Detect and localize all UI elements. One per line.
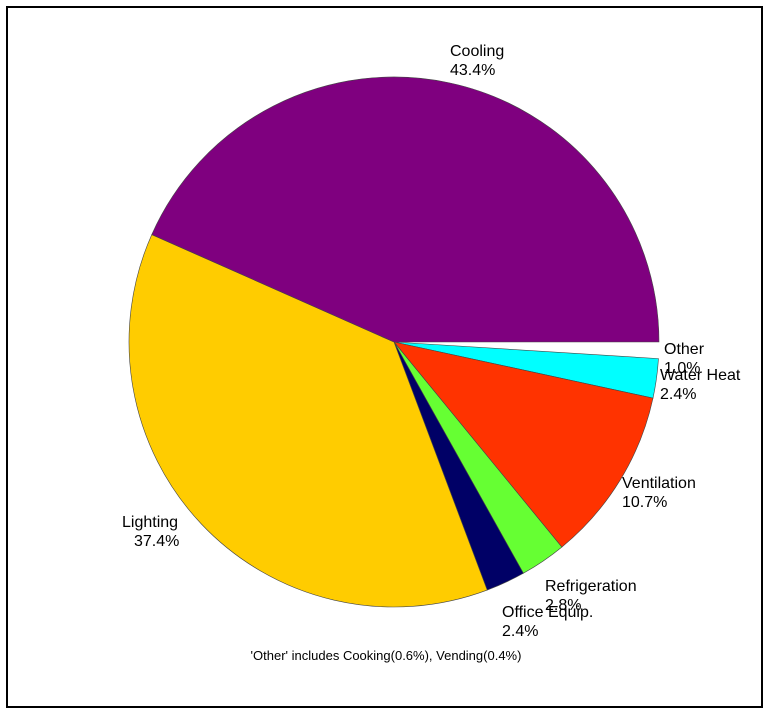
slice-label-lighting: Lighting xyxy=(122,514,178,531)
slice-label-office-equip: Office Equip. xyxy=(502,604,593,621)
slice-label-cooling: Cooling xyxy=(450,43,504,60)
slice-value-office-equip: 2.4% xyxy=(502,623,538,640)
slice-label-ventilation: Ventilation xyxy=(622,475,696,492)
footnote: 'Other' includes Cooking(0.6%), Vending(… xyxy=(250,648,522,663)
slice-value-water-heat: 2.4% xyxy=(660,386,696,403)
slice-value-other: 1.0% xyxy=(664,360,700,377)
slice-value-refrigeration: 2.8% xyxy=(545,597,581,614)
pie-slice-ventilation xyxy=(393,341,654,548)
slice-value-cooling: 43.4% xyxy=(450,62,495,79)
slice-value-ventilation: 10.7% xyxy=(622,494,667,511)
pie-slice-cooling xyxy=(151,76,660,343)
pie-slice-lighting xyxy=(128,234,488,608)
slice-label-refrigeration: Refrigeration xyxy=(545,578,637,595)
slice-label-water-heat: Water Heat xyxy=(660,367,741,384)
slice-label-other: Other xyxy=(664,341,705,358)
slice-value-lighting: 37.4% xyxy=(134,533,179,550)
